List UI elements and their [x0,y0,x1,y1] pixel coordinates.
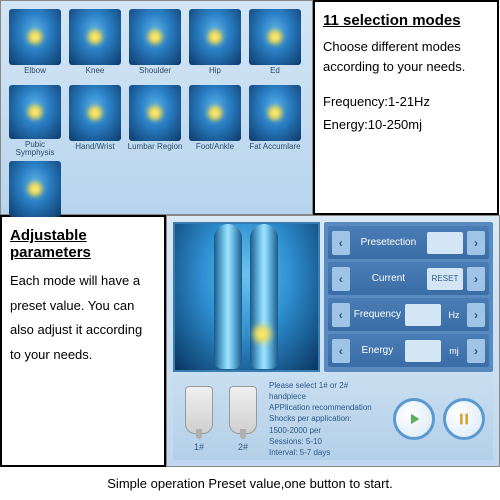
mode-elbow[interactable]: Elbow [7,9,63,81]
mode-pubic-symphysis[interactable]: Pubic Symphysis [7,85,63,157]
mode-thumb [189,9,241,65]
mode-thumb [129,85,181,141]
chevron-right-icon[interactable]: › [467,231,485,255]
mode-lumbar-region[interactable]: Lumbar Region [127,85,183,157]
param-value[interactable]: RESET [427,268,463,290]
mode-thumb [9,161,61,217]
mode-label: Fat Accumlare [249,143,300,151]
param-value[interactable] [405,304,441,326]
param-label: Energy [354,345,401,356]
chevron-left-icon[interactable]: ‹ [332,267,350,291]
footer-caption: Simple operation Preset value,one button… [0,467,500,500]
play-button[interactable] [393,398,435,440]
mode-hand-wrist[interactable]: Hand/Wrist [67,85,123,157]
mode-thumb [69,9,121,65]
chevron-left-icon[interactable]: ‹ [332,303,350,327]
param-row-energy: ‹ Energy mj › [328,334,489,367]
mode-label: Foot/Ankle [196,143,234,151]
info-params-title: Adjustable parameters [10,227,156,261]
chevron-right-icon[interactable]: › [467,267,485,291]
mode-thumb [249,9,301,65]
param-row-frequency: ‹ Frequency Hz › [328,298,489,331]
param-row-current: ‹ Current RESET› [328,262,489,295]
mode-label: Ed [270,67,280,75]
chevron-right-icon[interactable]: › [467,339,485,363]
info-params-body: Each mode will have a preset value. You … [10,269,156,368]
mode-foot-ankle[interactable]: Foot/Ankle [187,85,243,157]
mode-thumb [9,9,61,65]
mode-label: Knee [86,67,105,75]
param-label: Presetection [354,237,423,248]
handpiece-1[interactable]: 1# [181,386,217,452]
param-unit: Hz [445,310,463,320]
param-label: Current [354,273,423,284]
mode-label: Pubic Symphysis [7,141,63,157]
mode-thumb [9,85,61,139]
param-value[interactable] [405,340,441,362]
handpiece-icon [185,386,213,434]
mode-thumb [129,9,181,65]
handpiece-2[interactable]: 2# [225,386,261,452]
parameter-panel: ‹Presetection›‹CurrentRESET›‹FrequencyHz… [324,222,493,372]
chevron-right-icon[interactable]: › [467,303,485,327]
mode-label: Elbow [24,67,46,75]
mode-thumb [189,85,241,141]
operation-screen: ‹Presetection›‹CurrentRESET›‹FrequencyHz… [166,215,500,467]
info-modes-box: 11 selection modes Choose different mode… [313,0,499,215]
recommendation-text: Please select 1# or 2# handpiece APPlica… [269,380,385,458]
energy-spec: Energy:10-250mj [323,113,489,136]
info-modes-body: Choose different modes according to your… [323,37,489,76]
frequency-spec: Frequency:1-21Hz [323,90,489,113]
mode-label: Shoulder [139,67,171,75]
mode-thumb [69,85,121,141]
chevron-left-icon[interactable]: ‹ [332,231,350,255]
mode-selection-screen: Elbow Knee Shoulder Hip Ed Pubic Symphysis Han… [0,0,313,215]
mode-thumb [249,85,301,141]
handpiece-icon [229,386,257,434]
info-modes-title: 11 selection modes [323,12,489,29]
mode-ed[interactable]: Ed [247,9,303,81]
body-region-image [173,222,320,372]
mode-shoulder[interactable]: Shoulder [127,9,183,81]
mode-label: Hand/Wrist [75,143,114,151]
info-params-box: Adjustable parameters Each mode will hav… [0,215,166,467]
param-label: Frequency [354,309,401,320]
param-unit: mj [445,346,463,356]
mode-fat-accumlare[interactable]: Fat Accumlare [247,85,303,157]
chevron-left-icon[interactable]: ‹ [332,339,350,363]
param-value[interactable] [427,232,463,254]
mode-hip[interactable]: Hip [187,9,243,81]
mode-knee[interactable]: Knee [67,9,123,81]
param-row-presetection: ‹ Presetection › [328,226,489,259]
pause-button[interactable] [443,398,485,440]
mode-label: Hip [209,67,221,75]
mode-label: Lumbar Region [128,143,183,151]
